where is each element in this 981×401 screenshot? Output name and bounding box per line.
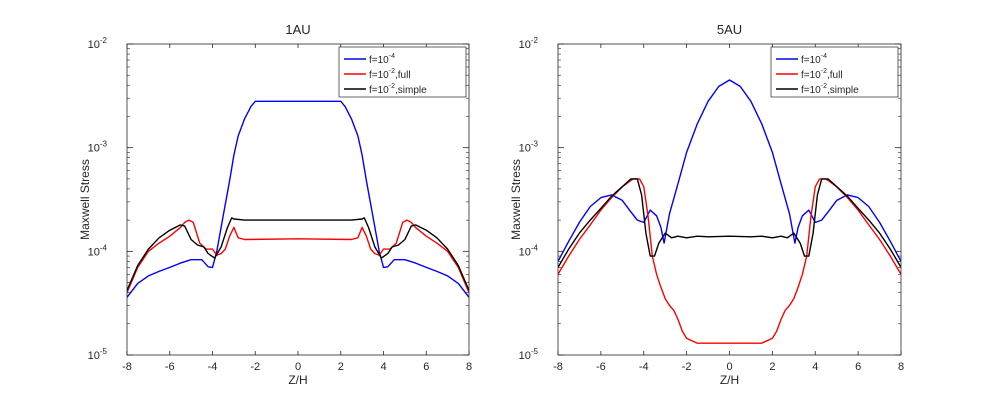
legend-label-3: f=10-2,simple bbox=[801, 83, 859, 96]
series-line-1 bbox=[558, 79, 901, 262]
panel-1au: 1AU -8 -6 -4 -2 0 2 4 6 8 10-5 10-4 10-3 10-2 Z/H Ma… bbox=[78, 22, 472, 387]
y-axis-label: Maxwell Stress bbox=[509, 159, 523, 240]
y-tick-label: 10-2 bbox=[519, 36, 539, 51]
legend-label-1: f=10-4 bbox=[369, 53, 395, 66]
y-tick-label: 10-3 bbox=[519, 140, 539, 155]
legend-label-3: f=10-2,simple bbox=[369, 83, 427, 96]
axes: -8 -6 -4 -2 0 2 4 6 8 10-5 10-4 10-3 10-2 bbox=[88, 36, 472, 373]
x-tick-label: 8 bbox=[898, 361, 904, 373]
y-axis-label: Maxwell Stress bbox=[78, 159, 92, 240]
legend-label-1: f=10-4 bbox=[801, 53, 827, 66]
y-tick-label: 10-2 bbox=[88, 36, 108, 51]
series-line-3 bbox=[127, 217, 469, 291]
x-tick-label: 2 bbox=[338, 361, 344, 373]
x-tick-label: -6 bbox=[165, 361, 175, 373]
x-tick-label: 4 bbox=[380, 361, 386, 373]
x-tick-label: -2 bbox=[682, 361, 692, 373]
x-tick-label: 6 bbox=[423, 361, 429, 373]
legend: f=10-4 f=10-2,full f=10-2,simple bbox=[770, 46, 899, 98]
x-tick-label: -4 bbox=[639, 361, 649, 373]
series-line-2 bbox=[127, 219, 469, 293]
panel-5au: 5AU -8 -6 -4 -2 0 2 4 6 8 10-5 10-4 10-3 10-2 Z/H Ma… bbox=[509, 22, 904, 387]
y-tick-label: 10-5 bbox=[88, 347, 108, 362]
y-tick-label: 10-4 bbox=[519, 243, 539, 258]
y-tick-label: 10-4 bbox=[88, 243, 108, 258]
axes: -8 -6 -4 -2 0 2 4 6 8 10-5 10-4 10-3 10-2 bbox=[519, 36, 904, 373]
legend-label-2: f=10-2,full bbox=[369, 68, 411, 81]
x-axis-label: Z/H bbox=[720, 373, 739, 387]
x-tick-label: -2 bbox=[250, 361, 260, 373]
series-layer bbox=[558, 79, 901, 344]
chart-title: 1AU bbox=[285, 22, 310, 37]
y-tick-label: 10-3 bbox=[88, 140, 108, 155]
x-axis-label: Z/H bbox=[288, 373, 307, 387]
x-tick-label: 8 bbox=[466, 361, 472, 373]
series-line-3 bbox=[558, 178, 901, 268]
x-tick-label: -8 bbox=[122, 361, 132, 373]
x-tick-label: 4 bbox=[812, 361, 818, 373]
x-tick-label: -4 bbox=[208, 361, 218, 373]
legend: f=10-4 f=10-2,full f=10-2,simple bbox=[338, 46, 467, 98]
series-line-1 bbox=[127, 100, 469, 298]
x-tick-label: -6 bbox=[596, 361, 606, 373]
series-layer bbox=[127, 100, 469, 298]
x-tick-label: 6 bbox=[855, 361, 861, 373]
x-tick-label: 2 bbox=[769, 361, 775, 373]
x-tick-label: 0 bbox=[295, 361, 301, 373]
x-tick-label: 0 bbox=[726, 361, 732, 373]
chart-title: 5AU bbox=[717, 22, 742, 37]
legend-label-2: f=10-2,full bbox=[801, 68, 843, 81]
y-tick-label: 10-5 bbox=[519, 347, 539, 362]
x-tick-label: -8 bbox=[553, 361, 563, 373]
